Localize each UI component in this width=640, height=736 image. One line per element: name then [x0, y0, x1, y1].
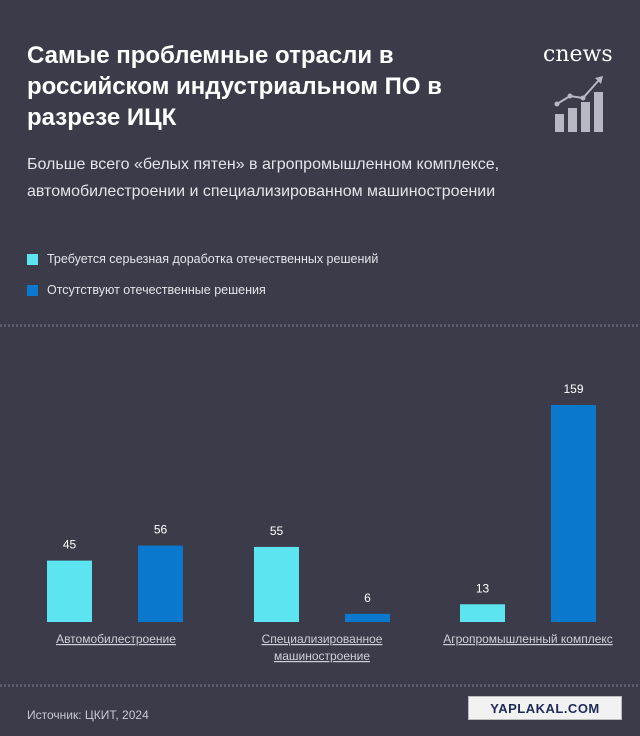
- source-note: Источник: ЦКИТ, 2024: [27, 708, 149, 722]
- growth-chart-icon: [554, 76, 603, 132]
- value-label-missing-1: 6: [364, 591, 371, 605]
- value-label-rework-1: 55: [270, 524, 284, 538]
- category-label-1-0[interactable]: Специализированное: [262, 632, 383, 646]
- legend-swatch-missing: [27, 284, 38, 296]
- legend-label-missing: Отсутствуют отечественные решения: [47, 283, 266, 297]
- legend-item-missing: Отсутствуют отечественные решения: [27, 281, 378, 299]
- bar-rework-2: [460, 604, 505, 622]
- bar-rework-0: [47, 560, 92, 622]
- legend-item-rework: Требуется серьезная доработка отечествен…: [27, 250, 378, 268]
- value-label-rework-2: 13: [476, 581, 490, 595]
- bar-missing-1: [345, 613, 390, 622]
- category-label-2-0[interactable]: Агропромышленный комплекс: [443, 632, 613, 646]
- cnews-logo: cnews: [543, 42, 613, 67]
- watermark: YAPLAKAL.COM: [468, 696, 622, 720]
- category-label-1-1[interactable]: машиностроение: [274, 649, 370, 663]
- legend-label-rework: Требуется серьезная доработка отечествен…: [47, 252, 379, 266]
- value-label-missing-0: 56: [154, 523, 168, 537]
- category-label-0-0[interactable]: Автомобилестроение: [56, 632, 176, 646]
- bar-chart: 45 55 13 56 6 159 Автомобилестроение Специализи…: [47, 382, 613, 663]
- bar-missing-2: [551, 405, 596, 622]
- chart-subtitle: Больше всего «белых пятен» в агропромышл…: [27, 156, 500, 200]
- legend-swatch-rework: [27, 253, 38, 265]
- chart-title: Самые проблемные отрасли в российском ин…: [27, 42, 443, 131]
- bottom-divider: [0, 684, 640, 687]
- bar-rework-1: [254, 546, 299, 622]
- legend: Требуется серьезная доработка отечествен…: [27, 250, 378, 312]
- bar-missing-0: [138, 545, 183, 622]
- top-divider: [0, 324, 640, 327]
- value-label-rework-0: 45: [63, 538, 77, 552]
- value-label-missing-2: 159: [563, 382, 583, 396]
